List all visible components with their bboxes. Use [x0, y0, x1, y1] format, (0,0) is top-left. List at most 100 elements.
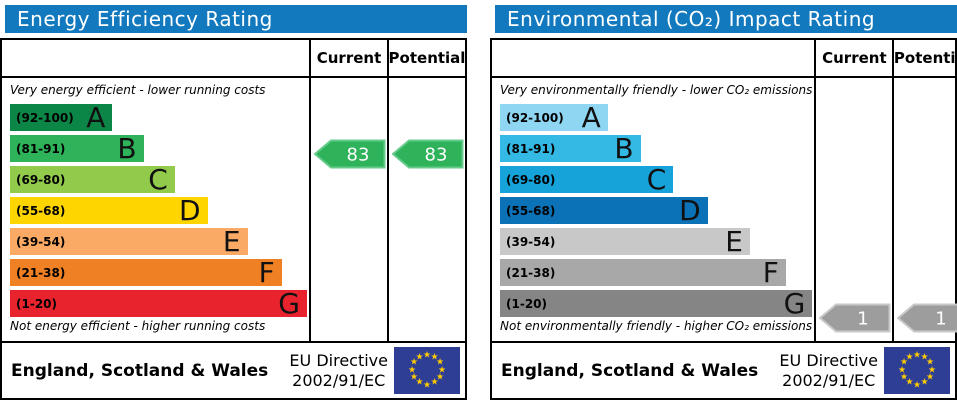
current-column: Current 83: [309, 40, 387, 341]
panel-title: Environmental (CO₂) Impact Rating: [495, 5, 957, 33]
eu-flag-star: ★: [925, 372, 935, 383]
eu-directive-label: EU Directive 2002/91/EC: [289, 350, 388, 390]
band-range: (69-80): [506, 172, 556, 187]
eu-flag-star: ★: [897, 365, 907, 375]
band-area: Very energy efficient - lower running co…: [2, 78, 309, 341]
band-f: (21-38) F: [10, 256, 282, 289]
panel-footer: England, Scotland & Wales EU Directive 2…: [492, 341, 955, 398]
band-range: (39-54): [506, 234, 556, 249]
band-f: (21-38) F: [500, 259, 786, 287]
panel-title: Energy Efficiency Rating: [5, 5, 467, 33]
co2-impact-panel: Environmental (CO₂) Impact Rating Very e…: [490, 5, 957, 400]
band-letter: B: [117, 132, 137, 165]
eu-flag-star: ★: [437, 365, 447, 375]
eu-flag-star: ★: [905, 377, 914, 388]
band-area: Very environmentally friendly - lower CO…: [492, 78, 814, 341]
band-letter: E: [725, 225, 743, 258]
band-range: (69-80): [16, 172, 66, 187]
band-range: (21-38): [16, 265, 66, 280]
rating-box: Very environmentally friendly - lower CO…: [490, 38, 957, 400]
band-range: (55-68): [16, 203, 66, 218]
svg-text:1: 1: [936, 309, 947, 330]
current-header: Current: [816, 40, 893, 78]
eu-flag-star: ★: [925, 357, 935, 368]
band-d: (55-68) D: [10, 194, 208, 227]
eu-flag-star: ★: [422, 380, 432, 390]
eu-flag-star: ★: [920, 377, 929, 388]
rating-box: Very energy efficient - lower running co…: [0, 38, 467, 400]
eu-flag-star: ★: [899, 372, 909, 383]
band-letter: A: [581, 101, 601, 134]
eu-flag-star: ★: [435, 357, 445, 368]
eu-flag: ★ ★ ★ ★ ★ ★ ★ ★ ★ ★ ★ ★: [394, 347, 460, 394]
band-b: (81-91) B: [500, 132, 641, 165]
current-rating-arrow: 1: [819, 303, 891, 333]
eu-flag-star: ★: [430, 377, 439, 388]
current-column: Current 1: [814, 40, 893, 341]
band-g: (1-20) G: [10, 287, 307, 320]
band-range: (92-100): [506, 110, 564, 125]
eu-flag-star: ★: [435, 372, 445, 383]
eu-directive-label: EU Directive 2002/91/EC: [779, 350, 878, 390]
band-range: (92-100): [16, 110, 74, 125]
band-letter: C: [646, 163, 667, 196]
eu-flag-star: ★: [409, 372, 419, 383]
band-range: (81-91): [16, 141, 66, 156]
eu-flag-star: ★: [899, 357, 909, 368]
band-letter: C: [148, 163, 168, 196]
band-range: (55-68): [506, 203, 556, 218]
potential-rating-arrow: 83: [392, 139, 464, 169]
svg-text:1: 1: [858, 309, 869, 330]
band-range: (39-54): [16, 234, 66, 249]
band-a: (92-100) A: [500, 101, 608, 134]
band-g: (1-20) G: [500, 287, 813, 320]
potential-rating-arrow: 1: [897, 303, 957, 333]
header-spacer: [492, 40, 815, 78]
band-range: (21-38): [506, 265, 556, 280]
header-spacer: [2, 40, 309, 78]
band-letter: E: [222, 225, 241, 258]
eu-flag-star: ★: [415, 352, 424, 362]
eu-flag-star: ★: [912, 380, 922, 390]
eu-flag: ★ ★ ★ ★ ★ ★ ★ ★ ★ ★ ★ ★: [884, 347, 950, 394]
band-b: (81-91) B: [10, 132, 144, 165]
band-range: (1-20): [506, 296, 547, 311]
band-letter: D: [679, 194, 701, 227]
band-letter: G: [783, 287, 806, 320]
potential-header: Potential: [389, 40, 465, 78]
bottom-note: Not energy efficient - higher running co…: [10, 319, 266, 333]
energy-efficiency-panel: Energy Efficiency Rating Very energy eff…: [0, 5, 467, 400]
band-letter: F: [258, 256, 275, 289]
band-d: (55-68) D: [500, 194, 708, 227]
eu-flag-star: ★: [409, 357, 419, 368]
band-a: (92-100) A: [10, 104, 113, 132]
svg-text:83: 83: [347, 145, 370, 166]
eu-flag-star: ★: [415, 377, 424, 388]
top-note: Very energy efficient - lower running co…: [10, 83, 266, 97]
current-header: Current: [311, 40, 387, 78]
potential-column: Potential 1: [892, 40, 957, 341]
potential-column: Potential 83: [387, 40, 465, 341]
band-e: (39-54) E: [500, 225, 750, 258]
top-note: Very environmentally friendly - lower CO…: [500, 83, 813, 97]
band-range: (81-91): [506, 141, 556, 156]
band-letter: G: [278, 287, 300, 320]
band-e: (39-54) E: [10, 225, 248, 258]
band-range: (1-20): [16, 296, 57, 311]
panel-footer: England, Scotland & Wales EU Directive 2…: [2, 341, 465, 398]
eu-flag-star: ★: [430, 352, 439, 362]
band-c: (69-80) C: [10, 163, 175, 196]
eu-flag-star: ★: [422, 350, 432, 360]
eu-flag-star: ★: [912, 350, 922, 360]
band-letter: D: [178, 194, 201, 227]
eu-flag-star: ★: [927, 365, 937, 375]
eu-flag-star: ★: [407, 365, 417, 375]
bottom-note: Not environmentally friendly - higher CO…: [500, 319, 813, 333]
svg-text:83: 83: [425, 145, 448, 166]
band-letter: B: [614, 132, 634, 165]
potential-header: Potential: [894, 40, 957, 78]
region-label: England, Scotland & Wales: [501, 360, 759, 381]
eu-flag-star: ★: [905, 352, 914, 362]
region-label: England, Scotland & Wales: [11, 360, 269, 381]
band-c: (69-80) C: [500, 163, 674, 196]
